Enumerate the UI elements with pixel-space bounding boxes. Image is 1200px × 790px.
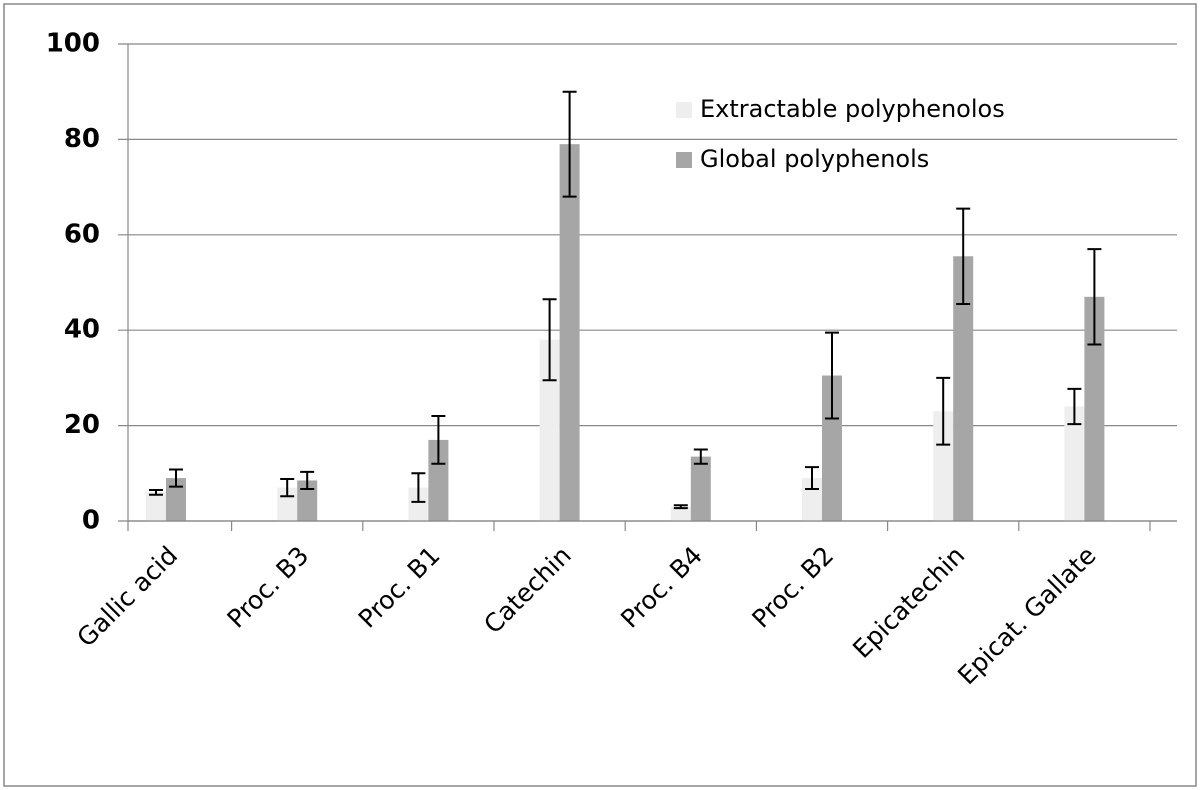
error-bar <box>280 478 295 498</box>
error-bar <box>1067 387 1082 426</box>
error-bar <box>1087 248 1102 346</box>
legend-swatch <box>676 152 692 168</box>
bar <box>1084 296 1105 521</box>
y-tick-label: 40 <box>64 315 100 345</box>
legend-label: Extractable polyphenolos <box>700 95 1005 123</box>
bar <box>690 456 711 521</box>
bar <box>428 439 449 521</box>
error-bar <box>542 298 557 382</box>
error-bar <box>149 488 163 496</box>
error-bar <box>431 415 446 465</box>
bar <box>408 487 429 521</box>
y-tick-label: 0 <box>82 506 100 536</box>
bar <box>822 375 842 521</box>
y-tick-label: 60 <box>64 219 100 249</box>
error-bar <box>673 504 688 510</box>
bar <box>297 480 318 521</box>
y-tick-label: 20 <box>64 410 100 440</box>
legend-label: Global polyphenols <box>700 145 929 173</box>
bar <box>953 256 974 521</box>
bar <box>1064 406 1085 521</box>
chart-frame <box>3 3 1197 787</box>
bar <box>539 339 560 521</box>
legend-swatch <box>676 102 692 118</box>
error-bar <box>693 448 708 465</box>
y-tick-label: 100 <box>46 29 100 59</box>
bar <box>166 478 186 521</box>
bar <box>559 144 580 522</box>
error-bar <box>562 90 577 198</box>
bar <box>670 506 691 521</box>
error-bar <box>411 472 426 503</box>
error-bar <box>300 470 315 491</box>
error-bar <box>825 331 839 420</box>
bar <box>146 492 166 521</box>
error-bar <box>936 376 951 446</box>
error-bar <box>956 207 971 305</box>
bar <box>933 411 954 521</box>
y-tick-label: 80 <box>64 124 100 154</box>
error-bar <box>805 466 819 491</box>
error-bar <box>169 468 183 488</box>
